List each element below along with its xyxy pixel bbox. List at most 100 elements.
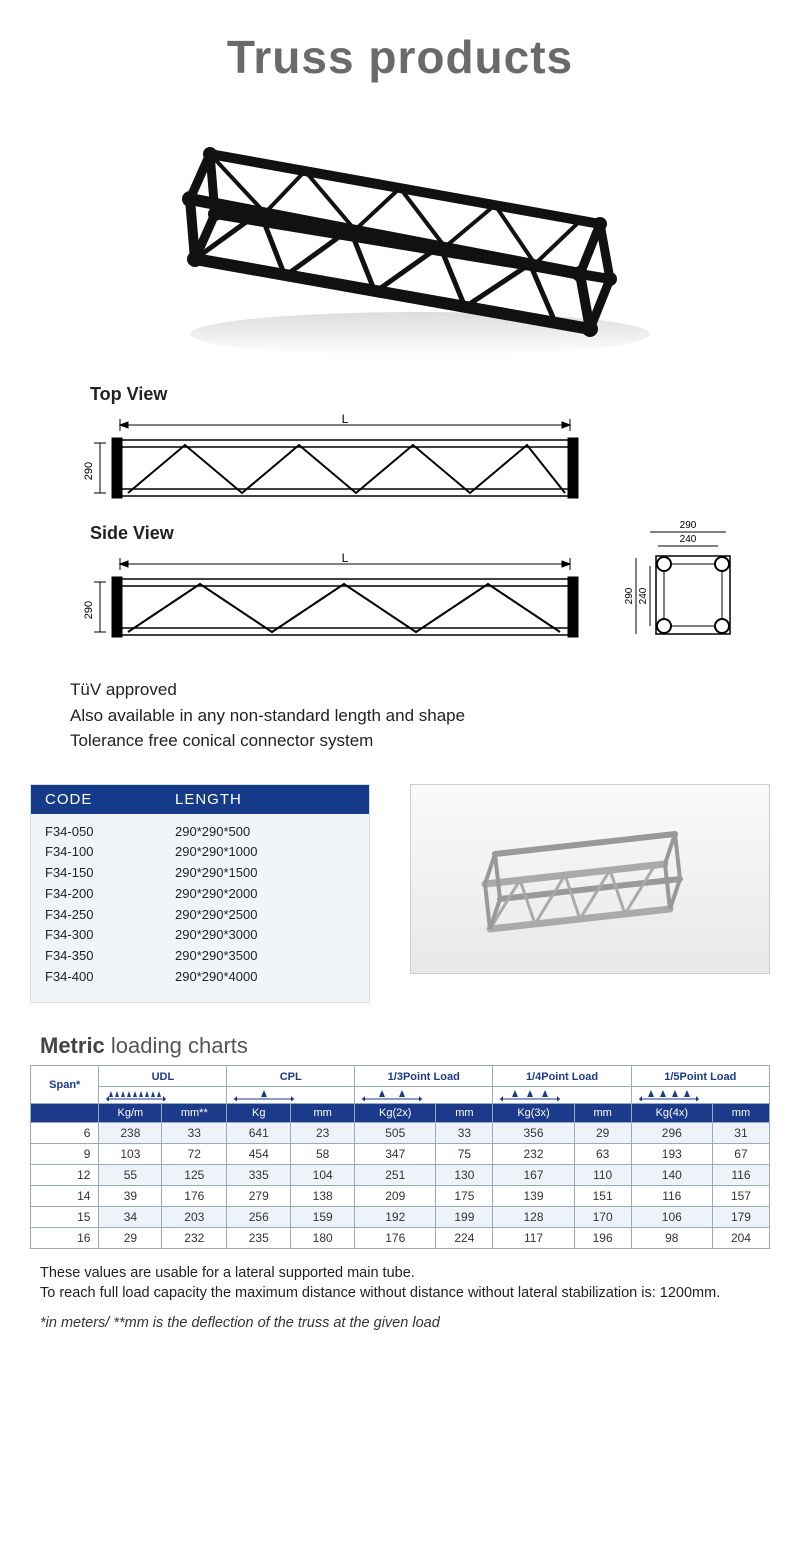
load-icon-third (355, 1086, 493, 1103)
unit-header: Kg/m (99, 1103, 162, 1122)
loading-chart-table: Span* UDL CPL 1/3Point Load 1/4Point Loa… (30, 1065, 770, 1249)
load-cell: 33 (436, 1122, 493, 1143)
group-header: 1/4Point Load (493, 1065, 631, 1086)
load-cell: 6 (31, 1122, 99, 1143)
load-cell: 116 (712, 1164, 769, 1185)
page-title: Truss products (30, 30, 770, 84)
load-cell: 176 (355, 1227, 436, 1248)
load-cell: 175 (436, 1185, 493, 1206)
footnote-line: *in meters/ **mm is the deflection of th… (40, 1313, 760, 1333)
load-cell: 180 (291, 1227, 355, 1248)
load-cell: 347 (355, 1143, 436, 1164)
note-line: TüV approved (70, 677, 770, 703)
length-cell: 290*290*4000 (175, 967, 257, 988)
load-row: 91037245458347752326319367 (31, 1143, 770, 1164)
load-cell: 179 (712, 1206, 769, 1227)
load-cell: 139 (493, 1185, 574, 1206)
unit-header: Kg(2x) (355, 1103, 436, 1122)
load-cell: 140 (631, 1164, 712, 1185)
load-cell: 192 (355, 1206, 436, 1227)
load-cell: 104 (291, 1164, 355, 1185)
code-cell: F34-350 (45, 946, 175, 967)
load-cell: 125 (162, 1164, 227, 1185)
load-cell: 72 (162, 1143, 227, 1164)
load-cell: 55 (99, 1164, 162, 1185)
group-header: 1/5Point Load (631, 1065, 769, 1086)
load-cell: 505 (355, 1122, 436, 1143)
code-row: F34-200290*290*2000 (45, 884, 355, 905)
load-cell: 151 (574, 1185, 631, 1206)
load-cell: 454 (227, 1143, 291, 1164)
load-cell: 209 (355, 1185, 436, 1206)
load-cell: 335 (227, 1164, 291, 1185)
load-cell: 63 (574, 1143, 631, 1164)
note-line: Tolerance free conical connector system (70, 728, 770, 754)
load-cell: 29 (99, 1227, 162, 1248)
metric-title-rest: loading charts (105, 1033, 248, 1058)
metric-title: Metric loading charts (40, 1033, 770, 1059)
load-cell: 98 (631, 1227, 712, 1248)
load-cell: 75 (436, 1143, 493, 1164)
load-cell: 67 (712, 1143, 769, 1164)
load-icon-fifth (631, 1086, 769, 1103)
cross-outer-h: 290 (624, 587, 635, 604)
load-cell: 15 (31, 1206, 99, 1227)
load-icon-udl (99, 1086, 227, 1103)
code-cell: F34-150 (45, 863, 175, 884)
load-cell: 232 (493, 1143, 574, 1164)
load-row: 62383364123505333562929631 (31, 1122, 770, 1143)
code-row: F34-150290*290*1500 (45, 863, 355, 884)
hero-truss-image (120, 104, 680, 364)
load-icon-cpl (227, 1086, 355, 1103)
code-row: F34-300290*290*3000 (45, 925, 355, 946)
span-header: Span* (31, 1065, 99, 1103)
load-cell: 356 (493, 1122, 574, 1143)
side-view-diagram: L 290 (70, 552, 590, 652)
group-header: CPL (227, 1065, 355, 1086)
load-cell: 196 (574, 1227, 631, 1248)
load-cell: 103 (99, 1143, 162, 1164)
load-cell: 16 (31, 1227, 99, 1248)
load-cell: 39 (99, 1185, 162, 1206)
load-cell: 199 (436, 1206, 493, 1227)
code-cell: F34-400 (45, 967, 175, 988)
load-row: 1255125335104251130167110140116 (31, 1164, 770, 1185)
load-cell: 29 (574, 1122, 631, 1143)
load-cell: 224 (436, 1227, 493, 1248)
unit-header: mm (712, 1103, 769, 1122)
top-view-label: Top View (90, 384, 770, 405)
group-header: UDL (99, 1065, 227, 1086)
side-view-label: Side View (90, 523, 590, 544)
load-cell: 251 (355, 1164, 436, 1185)
length-cell: 290*290*3000 (175, 925, 257, 946)
load-cell: 238 (99, 1122, 162, 1143)
unit-header: Kg(3x) (493, 1103, 574, 1122)
unit-header: mm (291, 1103, 355, 1122)
footnote-line: To reach full load capacity the maximum … (40, 1283, 760, 1303)
load-cell: 23 (291, 1122, 355, 1143)
cross-inner-h: 240 (638, 587, 649, 604)
length-cell: 290*290*2500 (175, 905, 257, 926)
height-label-side: 290 (83, 601, 95, 619)
cross-outer-w: 290 (680, 520, 697, 531)
length-cell: 290*290*500 (175, 822, 250, 843)
cross-inner-w: 240 (680, 534, 697, 545)
load-cell: 641 (227, 1122, 291, 1143)
load-cell: 128 (493, 1206, 574, 1227)
load-icon-quarter (493, 1086, 631, 1103)
unit-header: mm (436, 1103, 493, 1122)
load-cell: 296 (631, 1122, 712, 1143)
load-cell: 14 (31, 1185, 99, 1206)
load-row: 162923223518017622411719698204 (31, 1227, 770, 1248)
unit-header: Kg(4x) (631, 1103, 712, 1122)
code-row: F34-350290*290*3500 (45, 946, 355, 967)
top-view-diagram: L 290 (70, 413, 770, 513)
load-cell: 204 (712, 1227, 769, 1248)
load-cell: 106 (631, 1206, 712, 1227)
length-label-side: L (342, 552, 349, 565)
code-header-length: LENGTH (175, 791, 242, 808)
unit-header: Kg (227, 1103, 291, 1122)
load-cell: 232 (162, 1227, 227, 1248)
cross-section-diagram: 290 240 290 240 (620, 518, 740, 648)
load-cell: 256 (227, 1206, 291, 1227)
